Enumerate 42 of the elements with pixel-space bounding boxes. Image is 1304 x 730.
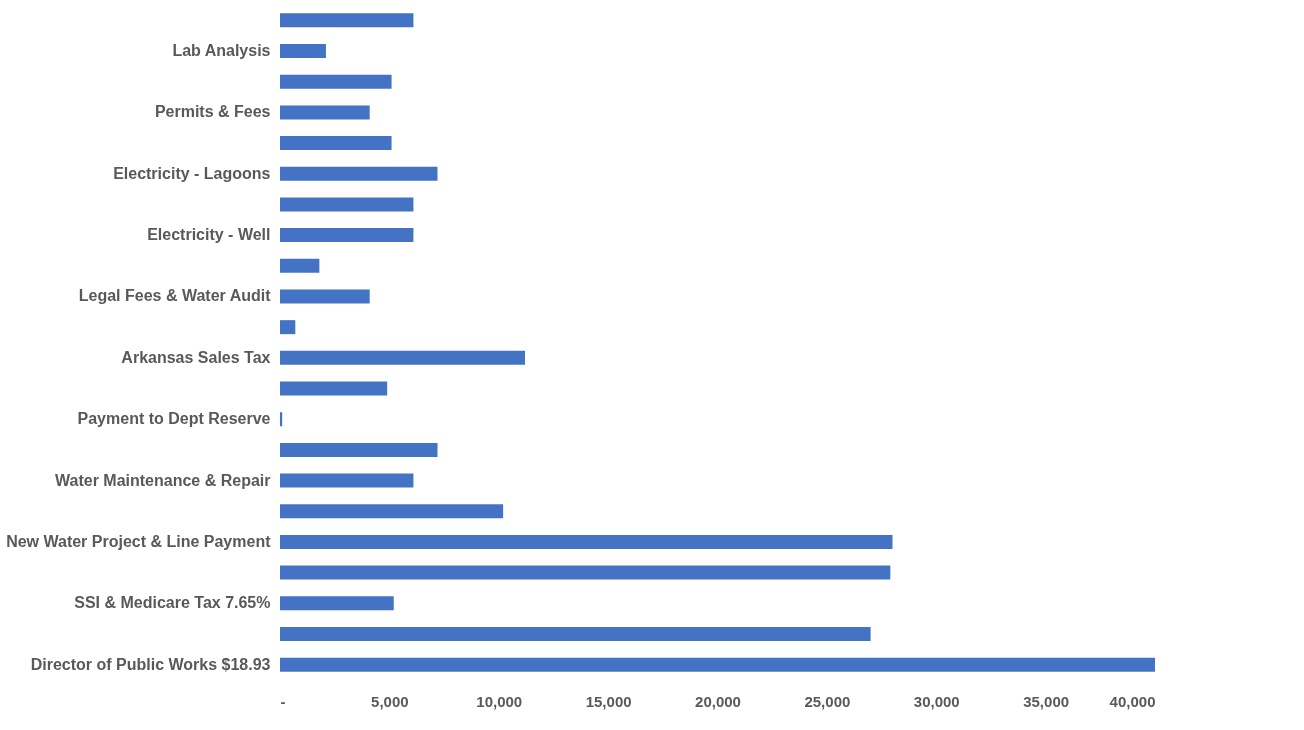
bar xyxy=(280,228,414,243)
bar xyxy=(280,534,893,549)
bar xyxy=(280,289,370,304)
y-tick-label: Director of Public Works $18.93 xyxy=(30,655,271,673)
bar xyxy=(280,320,296,335)
x-tick-label: - xyxy=(280,692,286,710)
bar xyxy=(280,44,326,59)
x-tick-label: 30,000 xyxy=(913,692,960,710)
bar xyxy=(280,105,370,120)
x-tick-label: 10,000 xyxy=(476,692,523,710)
x-tick-label: 20,000 xyxy=(695,692,741,710)
x-tick-label: 25,000 xyxy=(804,692,851,710)
x-tick-label: 15,000 xyxy=(585,692,632,710)
y-tick-label: Electricity - Lagoons xyxy=(113,164,271,182)
y-tick-label: Lab Analysis xyxy=(172,42,271,60)
y-tick-label: Electricity - Well xyxy=(147,226,271,244)
bar xyxy=(280,136,392,151)
bar xyxy=(280,504,504,519)
bar xyxy=(280,412,283,427)
y-tick-label: SSI & Medicare Tax 7.65% xyxy=(74,594,271,612)
bar xyxy=(280,13,414,28)
y-tick-label: Arkansas Sales Tax xyxy=(121,348,271,366)
bar xyxy=(280,166,438,181)
y-tick-label: New Water Project & Line Payment xyxy=(6,532,272,550)
y-tick-label: Water Maintenance & Repair xyxy=(55,471,271,489)
x-tick-label: 40,000 xyxy=(1109,692,1156,710)
bar xyxy=(280,381,388,396)
x-tick-label: 5,000 xyxy=(371,692,409,710)
bar xyxy=(280,258,320,273)
bar xyxy=(280,565,891,580)
bar xyxy=(280,197,414,212)
bar xyxy=(280,74,392,89)
bar xyxy=(280,350,525,365)
y-tick-label: Permits & Fees xyxy=(154,103,271,121)
bar xyxy=(280,626,871,641)
y-tick-label: Payment to Dept Reserve xyxy=(77,410,271,428)
bar xyxy=(280,657,1155,672)
bar xyxy=(280,473,414,488)
bar xyxy=(280,442,438,457)
bar xyxy=(280,596,394,611)
x-tick-label: 35,000 xyxy=(1023,692,1070,710)
y-tick-label: Legal Fees & Water Audit xyxy=(78,287,272,305)
